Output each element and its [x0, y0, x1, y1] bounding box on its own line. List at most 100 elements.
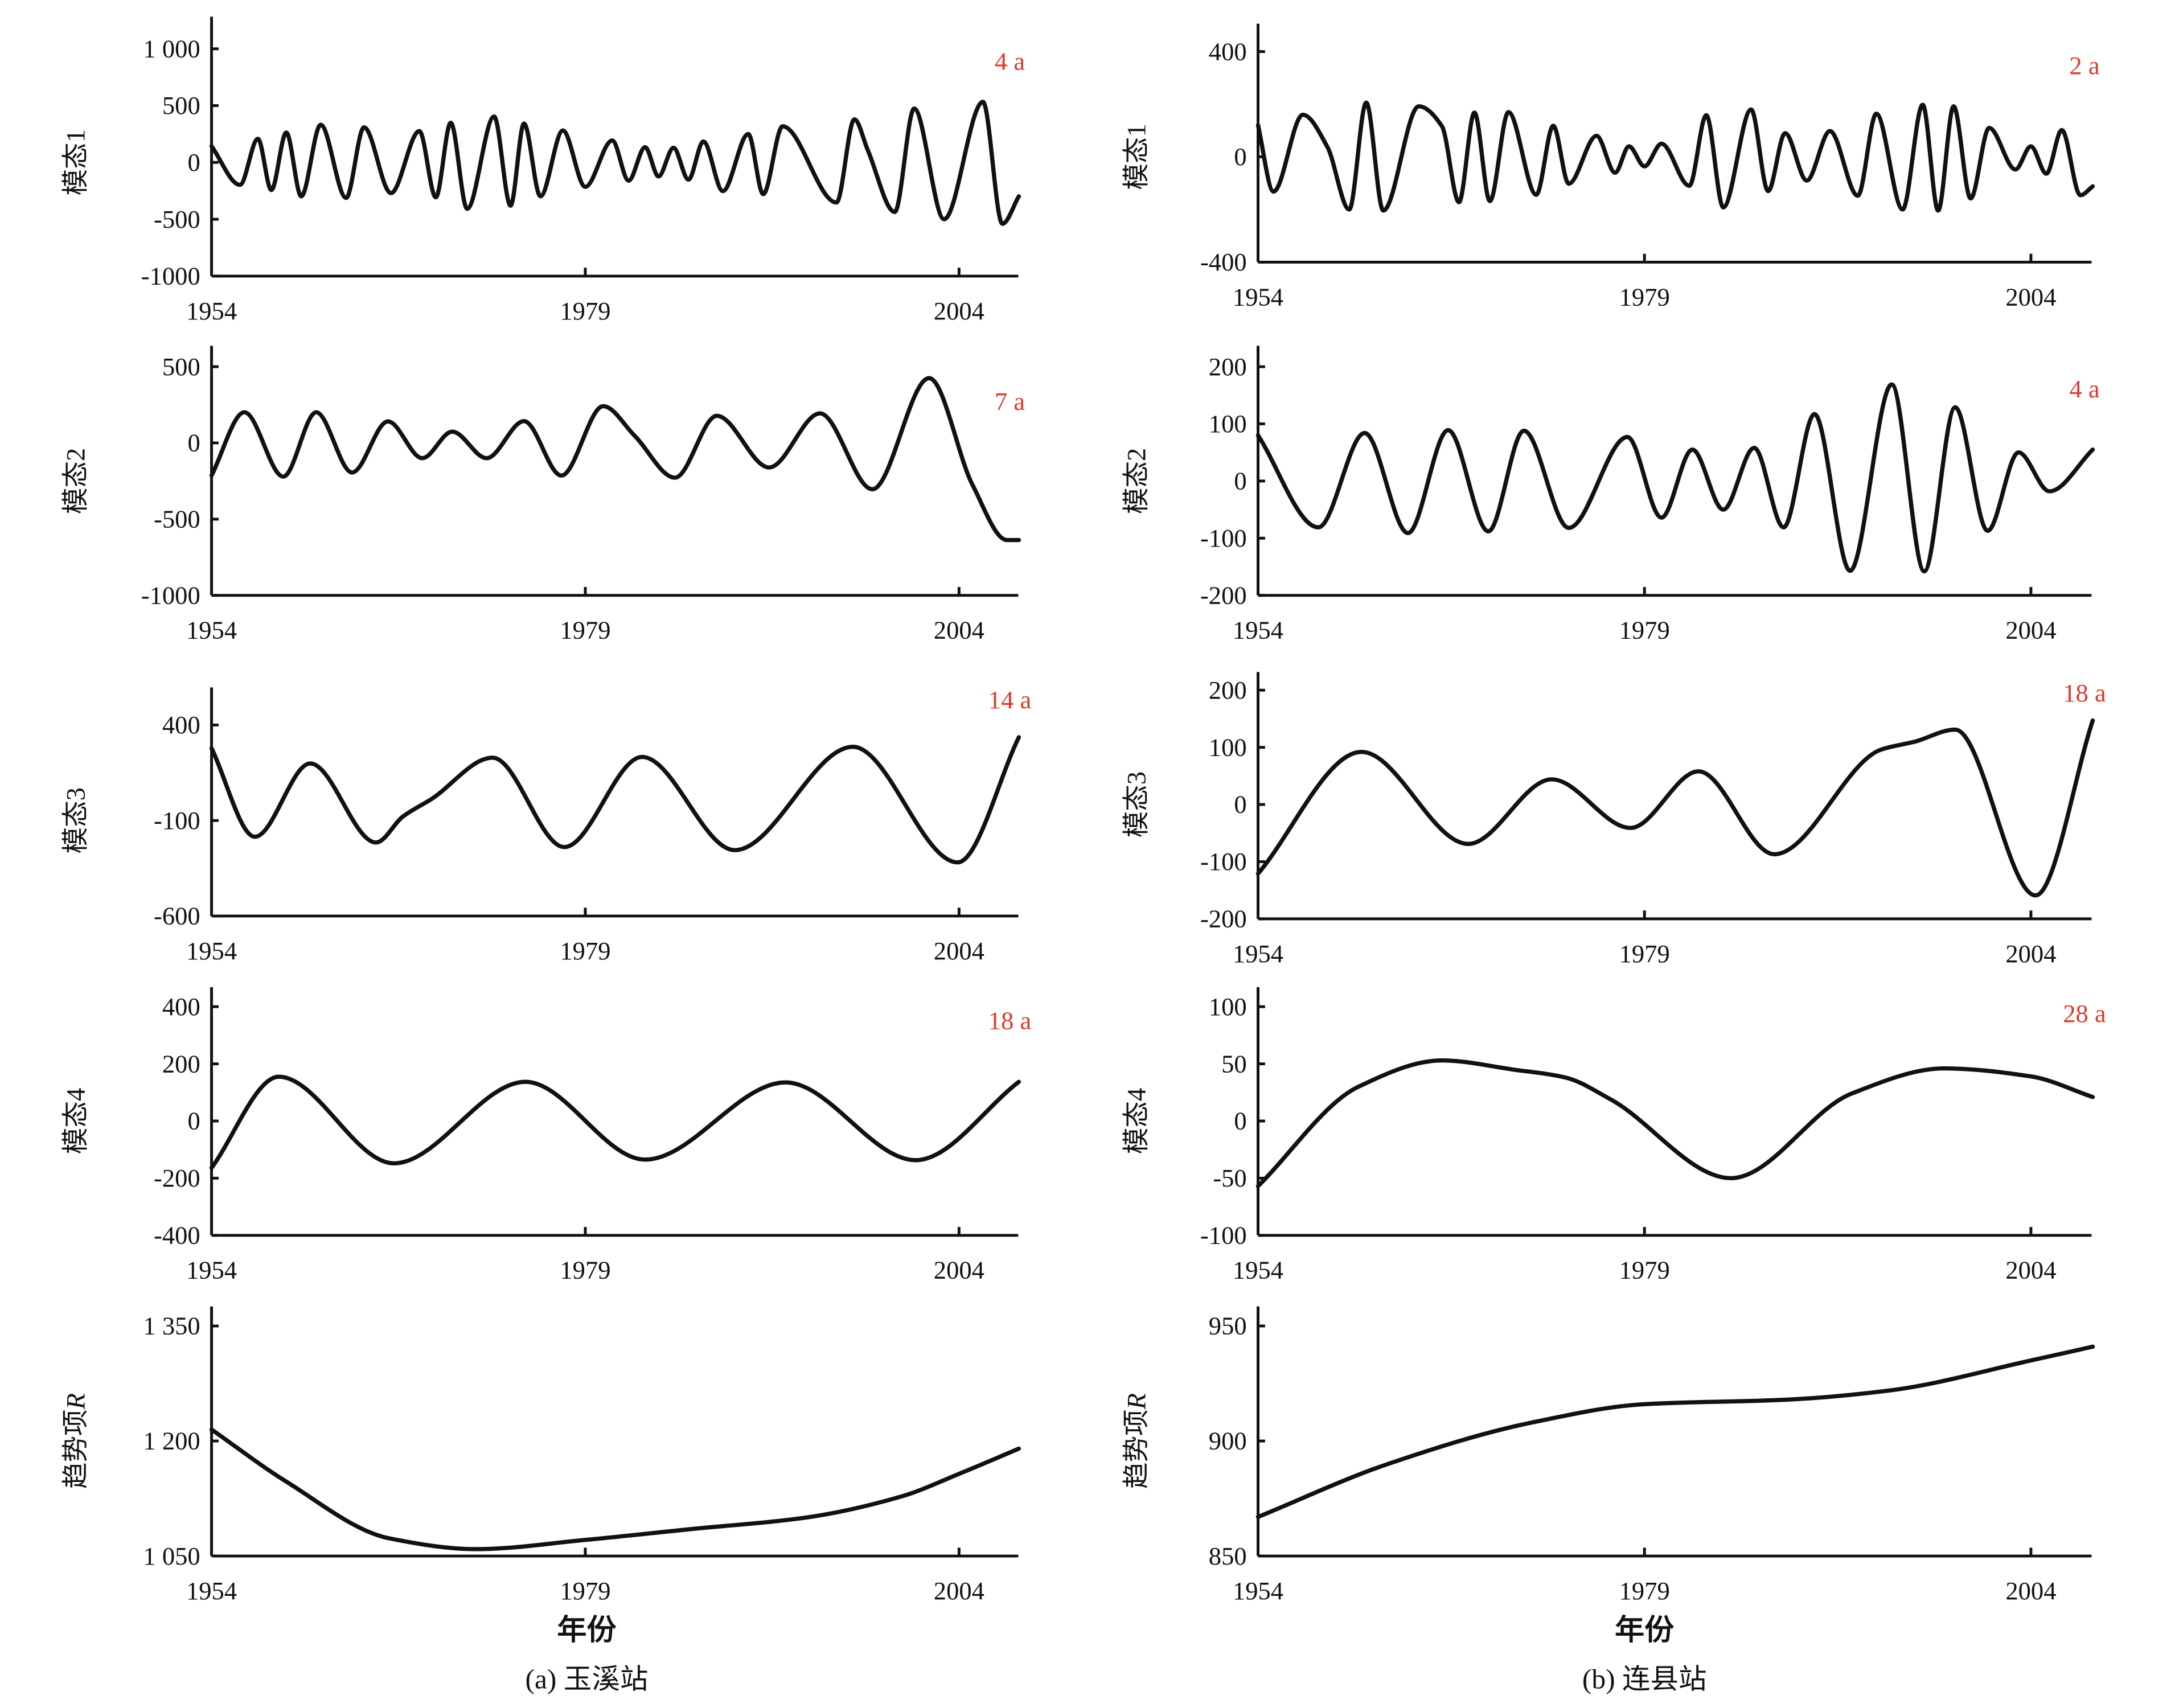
x-tick-label: 1954 [1233, 939, 1283, 968]
period-label: 28 a [2063, 999, 2106, 1028]
y-tick-label: 0 [1234, 1107, 1246, 1135]
x-tick-label: 1979 [560, 1256, 610, 1284]
y-tick-label: -100 [154, 806, 200, 835]
subplot-a-2: 500 0 -500 -1000 1954 1979 2004 模态2 7 a [61, 346, 1025, 644]
y-tick-label: -200 [154, 1164, 200, 1192]
y-tick-label: 100 [1209, 409, 1247, 438]
y-tick-label: 1 200 [143, 1427, 200, 1455]
y-tick-label: 0 [187, 148, 200, 176]
y-axis-title: 趋势项R [1122, 1393, 1151, 1489]
x-tick-label: 1954 [1233, 1256, 1283, 1284]
period-label: 4 a [2069, 375, 2100, 403]
y-tick-label: 400 [162, 992, 200, 1021]
caption-b: (b) 连县站 [1582, 1664, 1707, 1695]
x-tick-label: 1979 [560, 297, 610, 325]
y-tick-label: -500 [154, 505, 200, 533]
x-tick-label: 2004 [934, 937, 984, 965]
y-tick-label: 0 [187, 429, 200, 457]
x-tick-label: 1979 [560, 1576, 610, 1605]
subplot-b-2: 200 100 0 -100 -200 1954 1979 2004 模态2 4 a [1122, 346, 2100, 644]
y-tick-label: 0 [1234, 467, 1246, 495]
series-line-b-2 [1255, 382, 2095, 574]
y-tick-label: 100 [1209, 992, 1247, 1021]
series-line-b-3 [1255, 718, 2095, 898]
period-label: 7 a [995, 387, 1025, 416]
y-tick-label: 0 [1234, 790, 1246, 819]
x-tick-label: 1954 [186, 616, 237, 644]
y-tick-label: 200 [1209, 676, 1247, 704]
y-tick-label: 950 [1209, 1312, 1247, 1340]
y-axis-title: 模态1 [61, 129, 91, 195]
series-line-b-1 [1255, 100, 2095, 213]
x-tick-label: 1979 [1619, 1576, 1670, 1605]
x-tick-label: 2004 [2005, 1256, 2056, 1284]
y-tick-label: -1000 [141, 262, 200, 290]
y-tick-label: 850 [1209, 1542, 1247, 1570]
y-axis-title: 模态4 [1122, 1088, 1151, 1154]
y-tick-label: 200 [162, 1049, 200, 1078]
y-axis-title: 模态3 [1122, 771, 1151, 837]
y-tick-label: -200 [1200, 905, 1247, 933]
y-axis-title: 模态2 [61, 448, 91, 514]
x-tick-label: 1979 [1619, 283, 1670, 311]
x-tick-label: 2004 [2005, 616, 2056, 644]
subplot-b-4: 100 50 0 -50 -100 1954 1979 2004 模态4 28 a [1122, 987, 2106, 1284]
x-tick-label: 1954 [186, 297, 237, 325]
y-tick-label: -100 [1200, 524, 1247, 552]
x-tick-label: 1979 [560, 937, 610, 965]
series-line-a-4 [209, 1074, 1021, 1170]
x-tick-label: 2004 [2005, 1576, 2056, 1605]
y-tick-label: 1 000 [143, 35, 200, 63]
y-tick-label: 200 [1209, 352, 1247, 381]
x-tick-label: 1979 [1619, 616, 1670, 644]
subplot-a-4: 400 200 0 -200 -400 1954 1979 2004 模态4 18 a [61, 987, 1032, 1284]
y-axis-title: 模态1 [1122, 124, 1151, 190]
y-tick-label: -100 [1200, 847, 1247, 876]
y-tick-label: 500 [162, 91, 200, 120]
y-tick-label: 50 [1221, 1049, 1247, 1078]
y-tick-label: -100 [1200, 1221, 1247, 1250]
subplot-b-1: 400 0 -400 1954 1979 2004 模态1 2 a [1122, 23, 2100, 311]
x-tick-label: 1979 [1619, 939, 1670, 968]
series-line-b-5 [1255, 1344, 2095, 1520]
period-label: 2 a [2069, 51, 2100, 80]
y-tick-label: 1 350 [143, 1312, 200, 1340]
x-tick-label: 2004 [934, 1256, 984, 1284]
y-tick-label: -400 [154, 1221, 200, 1250]
y-tick-label: -200 [1200, 581, 1247, 610]
x-tick-label: 2004 [934, 1576, 984, 1605]
series-line-a-1 [209, 100, 1021, 226]
x-tick-label: 2004 [934, 297, 984, 325]
series-line-b-4 [1255, 1058, 2095, 1189]
x-tick-label: 2004 [934, 616, 984, 644]
y-tick-label: -400 [1200, 248, 1247, 276]
x-tick-label: 1954 [186, 1576, 237, 1605]
y-tick-label: 900 [1209, 1427, 1247, 1455]
period-label: 14 a [988, 685, 1032, 714]
subplot-b-5: 950 900 850 1954 1979 2004 趋势项R [1122, 1306, 2095, 1605]
y-axis-title: 趋势项R [61, 1393, 91, 1489]
y-tick-label: -1000 [141, 581, 200, 610]
x-axis-title-left: 年份 [557, 1613, 616, 1647]
y-tick-label: 400 [162, 711, 200, 739]
x-tick-label: 1954 [186, 937, 237, 965]
y-axis-title: 模态2 [1122, 448, 1151, 514]
period-label: 18 a [2063, 679, 2106, 707]
subplot-b-3: 200 100 0 -100 -200 1954 1979 2004 模态3 18 a [1122, 672, 2106, 968]
y-axis-title: 模态4 [61, 1088, 91, 1154]
x-tick-label: 1954 [186, 1256, 237, 1284]
series-line-a-2 [209, 376, 1021, 543]
subplot-a-5: 1 350 1 200 1 050 1954 1979 2004 趋势项R [61, 1306, 1021, 1605]
x-tick-label: 1954 [1233, 616, 1283, 644]
series-line-a-3 [209, 735, 1021, 865]
x-tick-label: 1979 [1619, 1256, 1670, 1284]
period-label: 18 a [988, 1007, 1032, 1035]
y-tick-label: 500 [162, 352, 200, 381]
y-tick-label: -600 [154, 902, 200, 930]
x-tick-label: 2004 [2005, 283, 2056, 311]
y-tick-label: 1 050 [143, 1542, 200, 1570]
y-tick-label: 100 [1209, 733, 1247, 762]
x-tick-label: 1979 [560, 616, 610, 644]
